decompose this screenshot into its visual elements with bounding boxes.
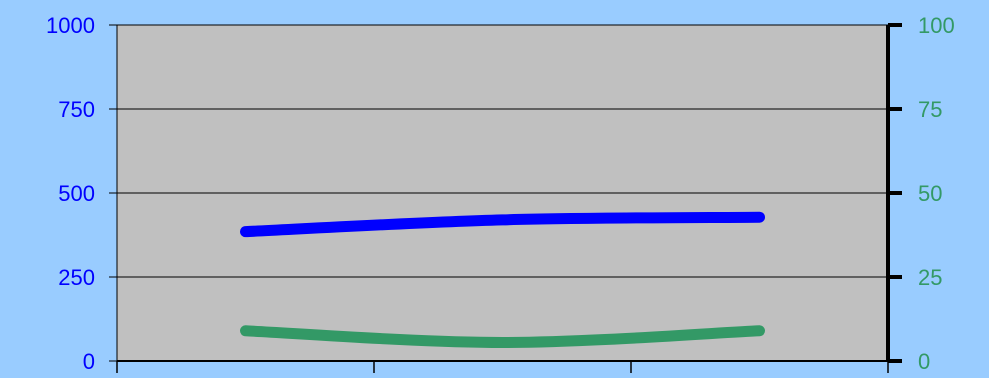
left-tick-label-3: 750 [58,97,95,122]
x-axis [116,360,889,373]
left-tick-label-1: 250 [58,265,95,290]
grid-lines [117,24,888,278]
right-tick-label-2: 50 [918,181,942,206]
series-1-point-0 [245,330,246,332]
left-tick-label-0: 0 [83,349,95,373]
right-tick-label-4: 100 [918,13,955,38]
left-tick-label-4: 1000 [46,13,95,38]
series-0-point-2 [759,216,760,218]
series-0-point-0 [245,231,246,233]
right-y-axis: 0 25 50 75 100 [886,13,955,374]
right-tick-label-1: 25 [918,265,942,290]
series-lines [240,211,765,349]
right-tick-label-0: 0 [918,349,930,373]
left-y-axis: 0 250 500 750 1000 [46,13,118,374]
left-tick-label-2: 500 [58,181,95,206]
series-1-point-2 [759,330,760,332]
series-0-point-1 [502,219,503,221]
right-tick-label-3: 75 [918,97,942,122]
series-1-point-1 [502,342,503,344]
